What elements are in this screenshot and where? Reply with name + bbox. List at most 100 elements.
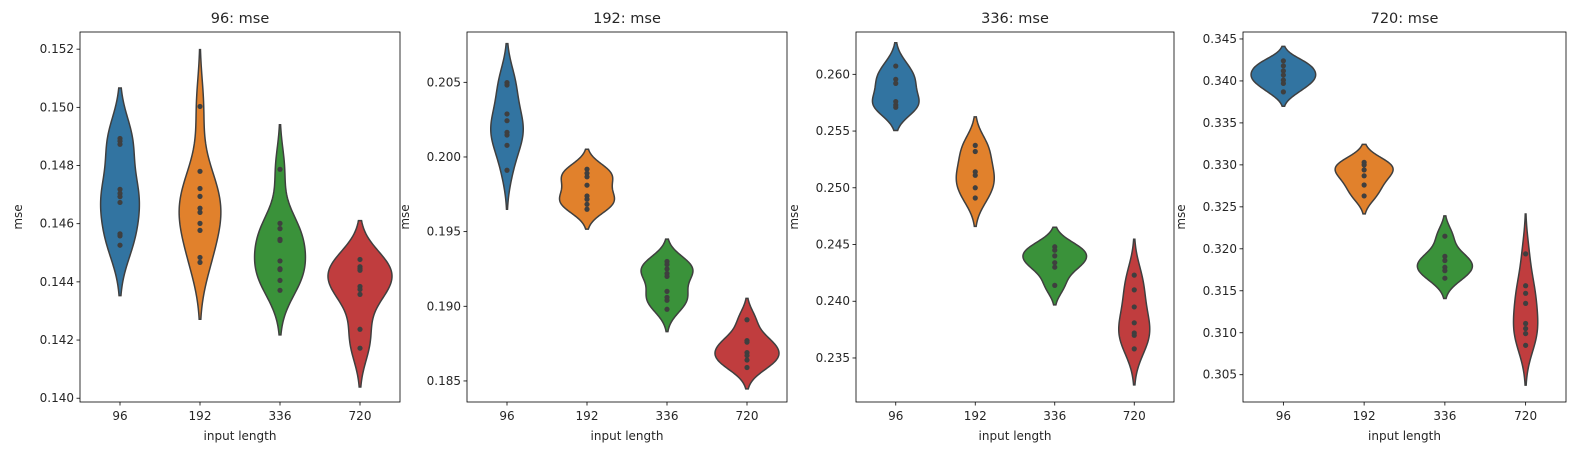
y-tick-label: 0.148 — [40, 159, 74, 173]
data-point-336 — [1442, 253, 1448, 259]
data-point-336 — [1442, 268, 1448, 274]
data-point-192 — [197, 193, 203, 199]
data-point-96 — [1280, 72, 1286, 78]
x-tick-label: 96 — [1276, 409, 1291, 423]
data-point-192 — [584, 201, 590, 207]
data-point-720 — [1131, 346, 1137, 352]
data-point-96 — [504, 167, 510, 173]
y-tick-label: 0.345 — [1203, 32, 1237, 46]
data-point-336 — [277, 226, 283, 232]
data-point-336 — [1052, 253, 1058, 259]
data-point-336 — [277, 166, 283, 172]
y-tick-label: 0.260 — [816, 67, 850, 81]
data-point-96 — [1280, 89, 1286, 95]
axes-frame — [855, 31, 1175, 403]
y-tick-label: 0.330 — [1203, 158, 1237, 172]
data-point-336 — [664, 306, 670, 312]
violin-720 — [327, 219, 393, 388]
data-point-192 — [197, 205, 203, 211]
data-point-720 — [744, 364, 750, 371]
axes-frame — [79, 31, 401, 403]
data-point-96 — [117, 199, 123, 206]
axes-frame — [466, 31, 788, 403]
violin-192 — [1334, 143, 1394, 215]
data-point-336 — [1442, 233, 1448, 239]
subplot-title: 96: mse — [211, 11, 270, 27]
data-point-192 — [1361, 182, 1367, 188]
y-tick-label: 0.146 — [40, 217, 74, 231]
y-tick-label: 0.190 — [427, 299, 461, 313]
x-tick-label: 96 — [888, 409, 903, 423]
data-point-720 — [1131, 332, 1137, 338]
data-point-192 — [584, 170, 590, 176]
data-point-720 — [357, 286, 363, 293]
x-tick-label: 720 — [736, 409, 759, 423]
data-point-192 — [584, 174, 590, 180]
x-tick-label: 192 — [964, 409, 987, 423]
data-point-96 — [893, 63, 899, 69]
data-point-192 — [197, 227, 203, 233]
data-point-96 — [1280, 58, 1286, 64]
data-point-192 — [197, 185, 203, 192]
x-tick-label: 96 — [499, 409, 514, 423]
y-tick-label: 0.152 — [40, 42, 74, 56]
y-tick-label: 0.255 — [816, 124, 850, 138]
y-tick-label: 0.150 — [40, 100, 74, 114]
x-tick-label: 192 — [189, 409, 212, 423]
data-point-720 — [357, 345, 363, 351]
data-point-96 — [1280, 63, 1286, 69]
data-point-192 — [197, 168, 203, 174]
data-point-96 — [504, 132, 510, 138]
data-point-720 — [1523, 330, 1529, 337]
data-point-336 — [664, 288, 670, 294]
data-point-720 — [357, 267, 363, 273]
x-tick-label: 192 — [576, 409, 599, 423]
subplot-336: 0.235 0.240 0.245 0.250 0.255 0.260 96 192 336 72… — [787, 11, 1175, 443]
y-tick-label: 0.310 — [1203, 326, 1237, 340]
data-point-336 — [1052, 247, 1058, 253]
data-point-192 — [972, 185, 978, 191]
subplot-title: 192: mse — [593, 11, 661, 27]
data-point-192 — [972, 172, 978, 178]
y-tick-label: 0.240 — [816, 294, 850, 308]
data-point-720 — [1523, 251, 1529, 257]
subplot-192: 0.185 0.190 0.195 0.200 0.205 96 192 336 720 192:… — [398, 11, 788, 443]
axes-frame — [1242, 31, 1567, 403]
data-point-192 — [972, 148, 978, 155]
data-point-336 — [277, 258, 283, 264]
x-axis-label: input length — [979, 429, 1052, 443]
data-point-96 — [504, 111, 510, 117]
data-point-720 — [1523, 320, 1529, 327]
data-point-192 — [197, 254, 203, 261]
violin-96 — [871, 42, 920, 132]
data-point-720 — [1523, 290, 1529, 296]
x-tick-label: 720 — [1514, 409, 1537, 423]
data-point-336 — [664, 266, 670, 272]
y-tick-label: 0.205 — [427, 75, 461, 89]
data-point-192 — [1361, 162, 1367, 168]
data-point-336 — [277, 237, 283, 244]
data-point-96 — [504, 142, 510, 148]
x-tick-label: 192 — [1353, 409, 1376, 423]
data-point-96 — [117, 141, 123, 147]
data-point-336 — [277, 277, 283, 284]
data-point-720 — [357, 326, 363, 332]
y-tick-label: 0.250 — [816, 181, 850, 195]
data-point-336 — [1442, 257, 1448, 264]
data-point-192 — [1361, 167, 1367, 173]
y-axis-label: mse — [1174, 204, 1188, 229]
data-point-192 — [584, 206, 590, 212]
data-point-96 — [1280, 68, 1286, 74]
y-axis-label: mse — [11, 204, 25, 229]
data-point-336 — [277, 267, 283, 273]
data-point-720 — [1131, 287, 1137, 293]
data-point-96 — [117, 233, 123, 239]
violin-192 — [558, 148, 616, 230]
data-point-96 — [117, 242, 123, 248]
y-tick-label: 0.140 — [40, 391, 74, 405]
data-point-192 — [197, 209, 203, 215]
data-point-192 — [972, 195, 978, 201]
data-point-336 — [664, 261, 670, 268]
data-point-720 — [1523, 325, 1529, 332]
